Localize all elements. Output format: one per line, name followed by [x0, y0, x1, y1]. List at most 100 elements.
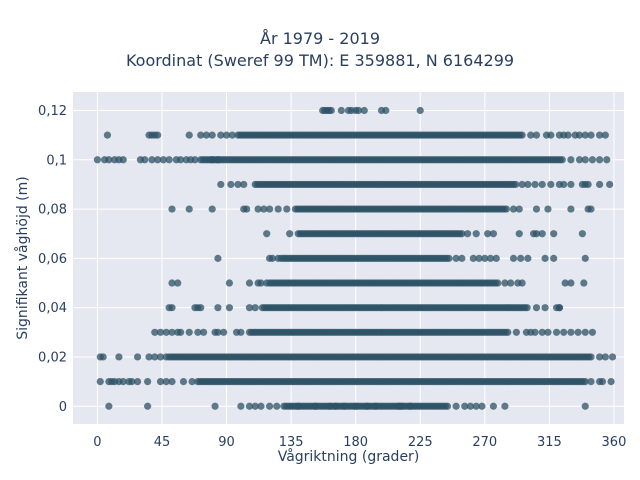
data-point	[214, 328, 222, 336]
data-point	[532, 131, 541, 139]
data-point	[504, 328, 512, 336]
data-point	[469, 254, 477, 262]
chart-title-line-1: År 1979 - 2019	[260, 29, 380, 48]
data-point	[154, 156, 162, 164]
data-point	[541, 304, 549, 312]
data-point	[552, 328, 561, 336]
data-point	[538, 328, 546, 336]
y-tick-label: 0,04	[38, 301, 67, 316]
data-point	[191, 156, 199, 164]
y-tick-label: 0,1	[46, 153, 67, 168]
data-point	[119, 156, 127, 164]
data-point	[515, 230, 523, 238]
data-points	[93, 106, 617, 410]
y-axis-title: Signifikant våghöjd (m)	[14, 176, 31, 339]
data-point	[105, 156, 113, 164]
data-point	[214, 254, 222, 262]
data-point	[512, 328, 520, 336]
data-point	[581, 131, 589, 139]
data-point	[587, 353, 595, 361]
data-point	[416, 106, 424, 115]
data-point	[179, 378, 188, 386]
data-point	[227, 180, 235, 189]
data-point	[254, 205, 262, 213]
data-point	[608, 353, 617, 361]
data-point	[185, 328, 193, 336]
data-point	[587, 378, 595, 386]
data-point	[286, 230, 294, 238]
data-point	[103, 131, 112, 139]
data-point	[547, 180, 555, 189]
data-point	[578, 230, 586, 238]
data-point	[581, 328, 589, 336]
data-point	[550, 230, 558, 238]
data-point	[601, 353, 609, 361]
data-point	[443, 402, 452, 410]
data-point	[527, 131, 535, 139]
data-point	[509, 205, 518, 213]
y-tick-label: 0,06	[38, 252, 67, 267]
data-point	[461, 402, 469, 410]
x-axis-title: Vågriktning (grader)	[278, 448, 420, 465]
data-point	[260, 205, 268, 213]
data-point	[458, 254, 466, 262]
data-point	[115, 353, 123, 361]
data-point	[544, 328, 552, 336]
data-point	[273, 402, 281, 410]
y-tick-label: 0,02	[38, 350, 67, 365]
data-point	[541, 254, 549, 262]
data-point	[502, 205, 510, 213]
data-point	[596, 131, 604, 139]
data-point	[162, 378, 170, 386]
data-point	[217, 131, 225, 139]
data-point	[524, 180, 532, 189]
data-point	[263, 279, 271, 287]
data-point	[538, 230, 546, 238]
data-point	[555, 304, 564, 312]
data-point	[311, 402, 320, 410]
data-point	[99, 353, 107, 361]
data-point	[458, 230, 466, 238]
data-point	[489, 230, 498, 238]
data-point	[547, 131, 555, 139]
data-point	[222, 131, 231, 139]
data-point	[251, 304, 259, 312]
data-point	[208, 156, 216, 164]
x-tick-label: 90	[218, 435, 235, 450]
data-point	[564, 131, 572, 139]
data-point	[406, 402, 414, 410]
y-tick-label: 0	[59, 400, 67, 415]
data-point	[452, 254, 460, 262]
data-point	[188, 378, 196, 386]
data-point	[363, 402, 371, 410]
data-point	[208, 205, 216, 213]
data-point	[581, 254, 589, 262]
data-point	[251, 402, 259, 410]
data-point	[575, 131, 584, 139]
x-tick-label: 225	[408, 435, 433, 450]
data-point	[156, 378, 165, 386]
data-point	[168, 378, 176, 386]
data-point	[501, 402, 509, 410]
data-point	[197, 304, 205, 312]
data-point	[177, 328, 185, 336]
data-point	[567, 156, 575, 164]
data-point	[532, 230, 541, 238]
data-point	[208, 131, 216, 139]
data-point	[481, 254, 489, 262]
data-point	[245, 304, 254, 312]
data-point	[472, 402, 480, 410]
data-point	[567, 328, 575, 336]
data-point	[596, 353, 604, 361]
x-tick-label: 360	[602, 435, 627, 450]
data-point	[515, 205, 523, 213]
data-point	[509, 254, 518, 262]
data-point	[202, 131, 211, 139]
data-point	[177, 156, 185, 164]
data-point	[327, 106, 335, 115]
data-point	[382, 106, 390, 115]
data-point	[265, 205, 274, 213]
data-point	[567, 205, 575, 213]
data-point	[283, 205, 291, 213]
